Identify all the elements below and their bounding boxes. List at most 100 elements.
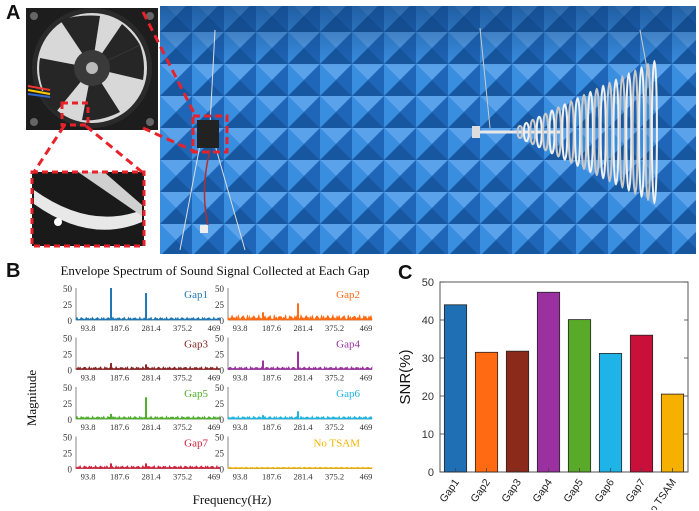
spectrum-xtick: 281.4 — [293, 373, 313, 383]
spectrum-xtick: 469 — [360, 422, 373, 432]
spectrum-ytick: 0 — [68, 465, 73, 475]
spectrum-legend-label: No TSAM — [313, 438, 360, 450]
spectrum-xtick: 375.2 — [325, 323, 344, 333]
spectrum-trace — [75, 415, 221, 420]
microphone-horn — [472, 59, 658, 205]
spectrum-subplot: 50 25 0 93.8 187.6 281.4 375.2 469 No TSAM — [215, 433, 372, 482]
spectrum-ytick: 50 — [215, 433, 225, 443]
spectrum-xtick: 469 — [360, 472, 373, 482]
snr-bar — [660, 393, 685, 473]
spectrum-legend-label: Gap5 — [184, 388, 208, 400]
fan-in-chamber — [197, 120, 219, 148]
spectrum-trace — [227, 365, 373, 370]
spectrum-subplot: 50 25 0 93.8 187.6 281.4 375.2 469 Gap1 — [63, 284, 220, 333]
fan-closeup-photo — [26, 8, 158, 130]
spectrum-xtick: 375.2 — [325, 422, 344, 432]
snr-bar — [536, 291, 561, 473]
spectrum-xtick: 375.2 — [173, 472, 192, 482]
spectrum-trace — [75, 316, 221, 321]
spectrum-ytick: 50 — [63, 383, 73, 393]
spectrum-xtick: 281.4 — [293, 422, 313, 432]
spectrum-xtick: 469 — [208, 472, 221, 482]
panel-b-label: B — [6, 260, 21, 282]
spectrum-xtick: 281.4 — [293, 323, 313, 333]
snr-ytick: 10 — [422, 429, 434, 441]
spectrum-xtick: 281.4 — [141, 373, 161, 383]
spectrum-xtick: 375.2 — [173, 422, 192, 432]
spectrum-xtick: 375.2 — [173, 323, 192, 333]
spectrum-ytick: 0 — [220, 316, 225, 326]
spectrum-xtick: 187.6 — [262, 472, 281, 482]
spectrum-ytick: 25 — [63, 300, 73, 310]
snr-ytick: 50 — [422, 277, 434, 289]
spectrum-xtick: 375.2 — [173, 373, 192, 383]
snr-category-label: Gap4 — [530, 477, 555, 505]
spectrum-xtick: 281.4 — [141, 422, 161, 432]
spectrum-xtick: 93.8 — [81, 373, 96, 383]
spectrum-ytick: 50 — [63, 284, 73, 294]
spectrum-ytick: 25 — [63, 399, 73, 409]
spectrum-xtick: 281.4 — [141, 323, 161, 333]
spectrum-ytick: 25 — [215, 449, 225, 459]
spectrum-xtick: 187.6 — [262, 323, 281, 333]
snr-category-label: Gap7 — [623, 477, 648, 505]
spectrum-xtick: 187.6 — [110, 422, 129, 432]
snr-ylabel: SNR(%) — [397, 349, 414, 404]
spectrum-xtick: 187.6 — [110, 373, 129, 383]
snr-bar — [505, 350, 530, 473]
spectrum-trace — [227, 466, 373, 469]
spectrum-trace — [75, 464, 221, 469]
snr-category-label: no TSAM — [644, 477, 679, 510]
spectrum-xtick: 281.4 — [293, 472, 313, 482]
spectra-ylabel: Magnitude — [24, 370, 39, 427]
spectrum-ytick: 0 — [220, 366, 225, 376]
spectrum-ytick: 0 — [220, 415, 225, 425]
spectrum-ytick: 50 — [215, 284, 225, 294]
spectrum-ytick: 0 — [68, 366, 73, 376]
spectrum-xtick: 281.4 — [141, 472, 161, 482]
spectrum-legend-label: Gap1 — [184, 289, 208, 301]
spectrum-legend-label: Gap6 — [336, 388, 360, 400]
spectrum-xtick: 93.8 — [81, 472, 96, 482]
spectrum-subplot: 50 25 0 93.8 187.6 281.4 375.2 469 Gap6 — [215, 383, 372, 432]
snr-ytick: 40 — [422, 315, 434, 327]
spectrum-xtick: 469 — [360, 373, 373, 383]
spectrum-subplot: 50 25 0 93.8 187.6 281.4 375.2 469 Gap4 — [215, 334, 372, 383]
snr-bar — [629, 334, 654, 473]
spectrum-xtick: 93.8 — [81, 422, 96, 432]
spectrum-ytick: 50 — [215, 383, 225, 393]
spectra-title: Envelope Spectrum of Sound Signal Collec… — [60, 263, 369, 278]
spectrum-ytick: 0 — [68, 316, 73, 326]
spectrum-ytick: 0 — [220, 465, 225, 475]
snr-category-label: Gap6 — [592, 477, 617, 505]
snr-ytick: 20 — [422, 391, 434, 403]
spectrum-subplot: 50 25 0 93.8 187.6 281.4 375.2 469 Gap7 — [63, 433, 220, 482]
panel-a-label: A — [6, 2, 21, 24]
spectrum-subplot: 50 25 0 93.8 187.6 281.4 375.2 469 Gap3 — [63, 334, 220, 383]
anechoic-chamber-photo — [26, 6, 696, 254]
spectrum-xtick: 187.6 — [262, 373, 281, 383]
spectrum-subplot: 50 25 0 93.8 187.6 281.4 375.2 469 Gap2 — [215, 284, 372, 333]
spectrum-trace — [227, 313, 373, 321]
spectrum-legend-label: Gap3 — [184, 339, 208, 351]
spectrum-xtick: 93.8 — [233, 472, 248, 482]
snr-axes-box — [439, 281, 689, 473]
envelope-spectra-grid: Envelope Spectrum of Sound Signal Collec… — [24, 263, 372, 507]
spectrum-ytick: 25 — [215, 350, 225, 360]
spectrum-ytick: 50 — [63, 334, 73, 344]
snr-bar — [443, 304, 468, 473]
spectrum-xtick: 469 — [208, 323, 221, 333]
spectrum-legend-label: Gap7 — [184, 438, 208, 450]
spectrum-subplot: 50 25 0 93.8 187.6 281.4 375.2 469 Gap5 — [63, 383, 220, 432]
spectrum-ytick: 0 — [68, 415, 73, 425]
spectrum-legend-label: Gap4 — [336, 339, 360, 351]
spectrum-ytick: 50 — [63, 433, 73, 443]
spectrum-xtick: 93.8 — [233, 373, 248, 383]
snr-bar — [567, 319, 592, 473]
spectrum-trace — [75, 365, 221, 370]
spectrum-xtick: 187.6 — [110, 472, 129, 482]
spectrum-xtick: 375.2 — [325, 373, 344, 383]
spectrum-xtick: 187.6 — [262, 422, 281, 432]
spectrum-xtick: 93.8 — [233, 422, 248, 432]
spectrum-xtick: 469 — [360, 323, 373, 333]
